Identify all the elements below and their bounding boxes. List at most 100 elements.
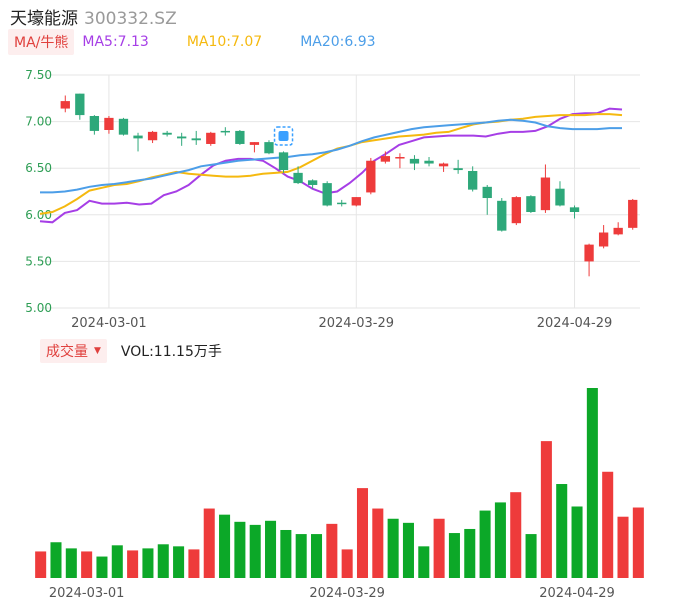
candle [424,157,434,167]
candle-body [584,244,594,262]
volume-bar [372,508,384,578]
y-tick-label: 7.00 [25,115,52,129]
candle-body [497,200,507,231]
volume-bar [326,523,338,578]
volume-mode-label: 成交量 [46,344,88,360]
volume-bar [356,488,369,578]
volume-bar [295,534,307,578]
candle [89,115,100,135]
candle [235,129,245,145]
candle [220,127,230,136]
marker-icon [273,126,294,146]
candle-body [133,135,143,139]
candle-body [409,158,420,164]
x-tick-label: 2024-04-29 [539,586,615,601]
volume-bar [81,551,93,578]
volume-value: VOL:11.15万手 [120,344,222,360]
volume-bar [35,551,47,578]
x-tick-label: 2024-03-01 [49,586,125,601]
candle [264,140,274,155]
candle [75,93,85,120]
ma20-legend: MA20:6.93 [300,34,376,50]
candle [453,159,463,174]
candle [191,130,201,145]
candle-body [337,202,347,205]
candle [613,222,623,236]
volume-bar [65,548,77,578]
x-tick-label: 2024-03-29 [309,586,385,601]
volume-bar [602,471,614,578]
candle [133,132,143,152]
ma-mode-button[interactable]: MA/牛熊 [8,29,75,55]
volume-chart[interactable]: 2024-03-01 2024-03-29 2024-04-29 [0,366,686,606]
volume-bar [510,492,522,578]
candle [511,196,521,226]
candle [322,181,332,207]
candle [482,184,492,215]
candle-body [424,160,434,164]
volume-mode-button[interactable]: 成交量 ▼ [40,339,107,363]
candle-body [628,199,638,228]
volume-bar [448,533,460,578]
candle-body [235,130,245,144]
volume-bar [402,522,414,578]
candle [584,243,594,277]
candle-body [89,116,100,131]
candle-body [162,132,172,135]
volume-bar [265,520,277,578]
volume-bar [280,529,292,578]
candle-body [293,172,303,184]
candle [307,179,318,189]
candle-body [249,142,260,145]
candle-body [380,156,391,162]
candle-body [526,196,536,213]
volume-bar [96,556,108,578]
candle [468,166,478,192]
volume-legend: 成交量 ▼ VOL:11.15万手 [40,339,222,363]
volume-bar [310,534,323,578]
volume-bar [556,484,568,578]
volume-bar [127,550,139,578]
volume-bar [571,506,583,578]
candle [118,117,129,136]
candle-body [118,118,129,135]
candle [598,225,609,249]
candle [395,153,405,169]
ma10-legend: MA10:7.07 [186,34,263,50]
candle-body [322,183,332,206]
volume-bar [494,502,506,578]
volume-bar [479,510,491,578]
volume-bar [111,545,123,578]
candle-body [438,163,449,167]
price-chart[interactable]: 7.50 7.00 6.50 6.00 5.50 5.00 2024-03-01 2024-0… [0,0,686,330]
candle-body [60,101,70,109]
candle [366,157,376,195]
candle [206,131,216,146]
ma20-line [40,118,622,194]
candle-body [569,207,580,213]
candle [351,197,361,207]
candle [380,151,391,164]
volume-bar [617,516,629,578]
volume-bar [219,514,231,578]
x-tick-label: 2024-03-01 [71,316,147,330]
volume-bar [433,518,445,578]
volume-bar [50,542,62,578]
volume-bar [142,548,154,578]
y-tick-label: 6.50 [25,161,52,175]
candle-body [278,152,289,171]
candle [438,162,449,172]
candle [162,130,172,137]
candle [60,95,70,113]
candle [497,198,507,232]
candle-body [453,168,463,171]
stock-header: 天壕能源 300332.SZ [10,4,177,29]
volume-bar [464,528,476,578]
volume-bar [188,549,200,578]
candle [293,166,303,185]
candle-body [555,188,565,206]
candle-body [104,117,114,130]
candle [177,132,187,146]
y-tick-label: 5.50 [25,254,52,268]
candle-body [147,131,158,141]
